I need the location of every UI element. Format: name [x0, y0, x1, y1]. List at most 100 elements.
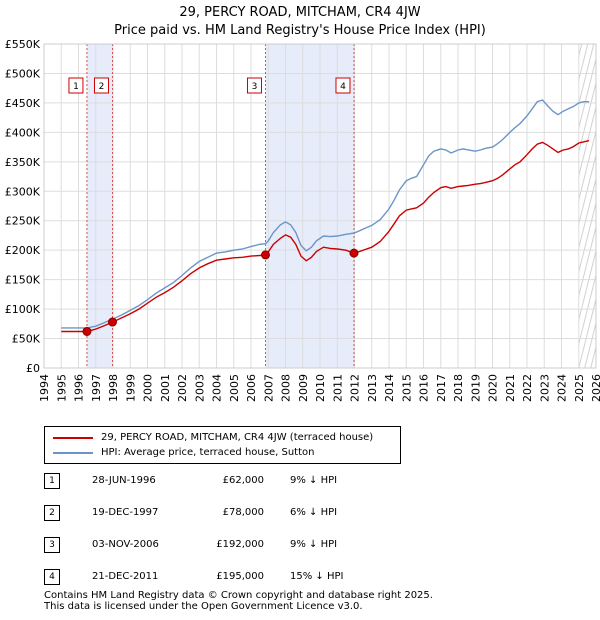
x-tick-label: 2000	[142, 374, 155, 402]
hatch-line	[578, 296, 596, 368]
hatch-line	[578, 80, 596, 155]
subtitle-line: Price paid vs. HM Land Registry's House …	[114, 23, 486, 38]
hatch-line	[578, 200, 596, 275]
legend-swatch-property	[53, 437, 93, 439]
x-tick-label: 2002	[176, 374, 189, 402]
footer-copyright: Contains HM Land Registry data © Crown c…	[44, 590, 433, 601]
sale-date: 28-JUN-1996	[92, 475, 156, 486]
x-tick-label: 2020	[487, 374, 500, 402]
sale-label-box	[93, 77, 109, 94]
sale-number-badge: 3	[44, 537, 60, 553]
x-tick-label: 2019	[469, 374, 482, 402]
sale-number-badge: 2	[44, 505, 60, 521]
shaded-period	[265, 44, 354, 368]
sale-date: 03-NOV-2006	[92, 539, 159, 550]
sale-label-box	[246, 77, 262, 94]
x-tick-label: 1998	[107, 374, 120, 402]
hpi-line	[61, 99, 590, 329]
x-tick-label: 2026	[590, 374, 600, 402]
sale-label-number: 3	[252, 82, 258, 92]
sale-row: 4 21-DEC-2011 £195,000 15% ↓ HPI	[44, 569, 374, 585]
sale-hpi-diff: 9% ↓ HPI	[290, 475, 338, 486]
sale-hpi-diff: 9% ↓ HPI	[290, 539, 338, 550]
sale-date: 21-DEC-2011	[92, 571, 159, 582]
hatch-line	[578, 44, 595, 107]
y-tick-label: £300K	[5, 185, 41, 198]
x-tick-label: 2023	[538, 374, 551, 402]
sale-number-badge: 4	[44, 569, 60, 585]
x-tick-label: 2006	[245, 374, 258, 402]
series-layer	[61, 99, 590, 333]
x-tick-label: 2014	[383, 374, 396, 402]
x-tick-label: 2021	[504, 374, 517, 402]
hatch-line	[578, 248, 596, 323]
x-tick-label: 1999	[124, 374, 137, 402]
x-tick-label: 2007	[262, 374, 275, 402]
x-tick-label: 2013	[366, 374, 379, 402]
hatch-line	[578, 152, 596, 227]
sale-label-number: 2	[99, 82, 105, 92]
sale-label-box	[68, 77, 84, 94]
sale-price: £62,000	[222, 475, 264, 486]
x-tick-label: 2004	[211, 374, 224, 402]
hatch-line	[578, 176, 596, 251]
shade-layer	[44, 44, 596, 368]
x-tick-label: 2005	[228, 374, 241, 402]
x-tick-label: 2011	[331, 374, 344, 402]
x-tick-label: 2018	[452, 374, 465, 402]
x-tick-label: 2009	[297, 374, 310, 402]
sale-date: 19-DEC-1997	[92, 507, 159, 518]
hatch-line	[578, 272, 596, 347]
x-tick-label: 2003	[193, 374, 206, 402]
y-tick-label: £450K	[5, 97, 41, 110]
y-tick-label: £550K	[5, 38, 41, 51]
sale-hpi-diff: 15% ↓ HPI	[290, 571, 344, 582]
x-tick-label: 2025	[573, 374, 586, 402]
legend-label-property: 29, PERCY ROAD, MITCHAM, CR4 4JW (terrac…	[101, 432, 374, 443]
y-tick-label: £100K	[5, 303, 41, 316]
shaded-period	[86, 44, 113, 368]
y-tick-label: £150K	[5, 274, 41, 287]
x-tick-label: 1996	[73, 374, 86, 402]
legend: 29, PERCY ROAD, MITCHAM, CR4 4JW (terrac…	[44, 426, 401, 464]
x-tick-label: 2017	[435, 374, 448, 402]
x-tick-label: 2022	[521, 374, 534, 402]
x-tick-label: 1995	[55, 374, 68, 402]
sale-number-badge: 1	[44, 473, 60, 489]
x-tick-label: 2012	[349, 374, 362, 402]
y-tick-label: £200K	[5, 244, 41, 257]
price-chart: £0 £50K £100K £150K £200K £250K £300K £350K £400…	[5, 38, 600, 402]
x-tick-label: 1997	[90, 374, 103, 402]
y-tick-label: £0	[26, 362, 40, 375]
y-tick-label: £350K	[5, 156, 41, 169]
sale-price: £195,000	[216, 571, 264, 582]
footer-licence: This data is licensed under the Open Gov…	[44, 601, 363, 612]
marker-layer: 1 2 3 4	[68, 77, 359, 336]
legend-swatch-hpi	[53, 452, 93, 454]
sale-label-number: 1	[73, 82, 79, 92]
x-tick-label: 2024	[556, 374, 569, 402]
x-tick-label: 2008	[280, 374, 293, 402]
sale-marker	[349, 248, 359, 258]
sale-marker	[82, 326, 92, 336]
y-tick-label: £400K	[5, 126, 41, 139]
x-tick-label: 2015	[400, 374, 413, 402]
axis-layer: £0 £50K £100K £150K £200K £250K £300K £350K £400…	[5, 38, 600, 402]
title-line: 29, PERCY ROAD, MITCHAM, CR4 4JW	[179, 5, 421, 20]
y-tick-label: £50K	[12, 333, 41, 346]
legend-label-hpi: HPI: Average price, terraced house, Sutt…	[101, 447, 315, 458]
property-price-line	[61, 139, 590, 333]
sale-label-number: 4	[340, 82, 346, 92]
footer: Contains HM Land Registry data © Crown c…	[44, 590, 433, 612]
x-tick-label: 1994	[38, 374, 51, 402]
y-tick-label: £500K	[5, 67, 41, 80]
sale-label-box	[335, 77, 351, 94]
sale-hpi-diff: 6% ↓ HPI	[290, 507, 338, 518]
sale-row: 2 19-DEC-1997 £78,000 6% ↓ HPI	[44, 505, 374, 521]
y-tick-label: £250K	[5, 215, 41, 228]
chart-title: 29, PERCY ROAD, MITCHAM, CR4 4JW Price p…	[0, 4, 600, 40]
sale-marker	[107, 317, 117, 327]
hatch-line	[578, 56, 596, 131]
x-tick-label: 2016	[418, 374, 431, 402]
sale-price: £192,000	[216, 539, 264, 550]
